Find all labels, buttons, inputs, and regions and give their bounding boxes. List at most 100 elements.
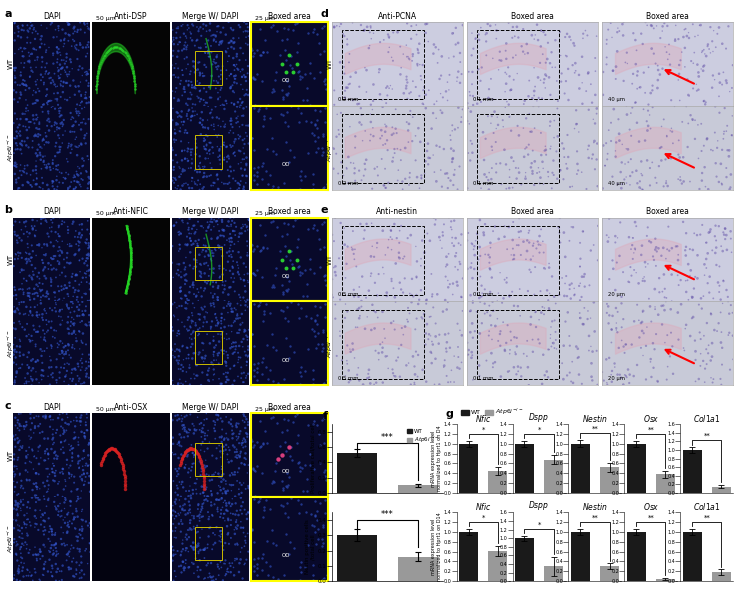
Point bbox=[443, 249, 455, 258]
Point bbox=[32, 240, 44, 250]
Point bbox=[618, 17, 629, 27]
Point bbox=[329, 213, 341, 222]
Point bbox=[213, 495, 225, 504]
Point bbox=[41, 241, 53, 251]
Point bbox=[242, 460, 254, 470]
Point bbox=[80, 119, 91, 128]
Point bbox=[642, 121, 654, 130]
Point bbox=[195, 426, 207, 435]
Point bbox=[174, 287, 186, 296]
Point bbox=[67, 509, 79, 519]
Point bbox=[321, 375, 332, 384]
Point bbox=[310, 148, 321, 157]
Point bbox=[195, 221, 206, 231]
Point bbox=[81, 468, 93, 478]
Point bbox=[186, 112, 198, 121]
Point bbox=[23, 117, 35, 127]
Point bbox=[502, 367, 514, 376]
Point bbox=[284, 342, 296, 351]
Point bbox=[12, 520, 24, 530]
Point bbox=[74, 245, 85, 254]
Point bbox=[270, 222, 282, 232]
Point bbox=[702, 248, 713, 258]
Point bbox=[230, 517, 242, 527]
Point bbox=[167, 165, 179, 175]
Point bbox=[198, 136, 210, 146]
Point bbox=[205, 138, 217, 148]
Point bbox=[200, 247, 212, 256]
Point bbox=[725, 130, 737, 140]
Point bbox=[248, 72, 259, 81]
Point bbox=[178, 258, 189, 268]
Point bbox=[184, 27, 196, 37]
Point bbox=[10, 145, 21, 154]
Point bbox=[81, 254, 93, 263]
Point bbox=[180, 297, 192, 307]
Point bbox=[497, 122, 509, 132]
Point bbox=[218, 232, 230, 241]
Point bbox=[651, 247, 663, 256]
Point bbox=[721, 286, 733, 295]
Point bbox=[67, 299, 79, 308]
Point bbox=[84, 455, 96, 464]
Point bbox=[212, 469, 224, 478]
Point bbox=[196, 462, 208, 471]
Point bbox=[226, 430, 238, 439]
Point bbox=[32, 132, 44, 141]
Point bbox=[675, 276, 687, 285]
Point bbox=[48, 287, 60, 297]
Point bbox=[187, 264, 199, 273]
Point bbox=[121, 223, 133, 232]
Point bbox=[481, 51, 492, 60]
Point bbox=[259, 299, 271, 309]
Point bbox=[18, 26, 29, 35]
Bar bbox=[195, 331, 222, 365]
Point bbox=[229, 453, 241, 462]
Point bbox=[523, 226, 535, 235]
Point bbox=[206, 181, 217, 191]
Point bbox=[607, 66, 619, 76]
Point bbox=[38, 526, 49, 536]
Point bbox=[204, 264, 216, 274]
Point bbox=[670, 242, 682, 251]
Point bbox=[447, 146, 459, 156]
Point bbox=[552, 96, 564, 106]
Point bbox=[221, 152, 233, 162]
Point bbox=[43, 527, 55, 537]
Point bbox=[17, 76, 29, 85]
Point bbox=[685, 266, 696, 275]
Point bbox=[60, 477, 71, 486]
Text: 0.2 mm: 0.2 mm bbox=[338, 97, 359, 101]
Point bbox=[472, 255, 484, 264]
Point bbox=[84, 354, 96, 363]
Point bbox=[220, 538, 231, 548]
Point bbox=[14, 469, 26, 478]
Point bbox=[202, 496, 214, 506]
Point bbox=[232, 159, 244, 169]
Point bbox=[35, 219, 47, 228]
Point bbox=[75, 233, 87, 242]
Point bbox=[713, 69, 725, 78]
Point bbox=[225, 283, 237, 292]
Point bbox=[246, 525, 258, 534]
Point bbox=[441, 169, 453, 178]
Point bbox=[240, 171, 252, 181]
Point bbox=[383, 235, 394, 244]
Point bbox=[223, 178, 235, 187]
Point bbox=[630, 60, 642, 69]
Point bbox=[373, 270, 385, 279]
Point bbox=[489, 20, 501, 30]
Point bbox=[52, 71, 64, 81]
Point bbox=[198, 168, 210, 178]
Point bbox=[217, 226, 229, 235]
Point bbox=[71, 54, 83, 64]
Point bbox=[27, 486, 38, 495]
Point bbox=[41, 24, 53, 33]
Point bbox=[279, 509, 291, 518]
Point bbox=[624, 125, 635, 135]
Point bbox=[583, 331, 595, 340]
Point bbox=[496, 298, 508, 307]
Point bbox=[680, 276, 691, 286]
Point bbox=[308, 130, 320, 140]
Point bbox=[228, 563, 240, 572]
